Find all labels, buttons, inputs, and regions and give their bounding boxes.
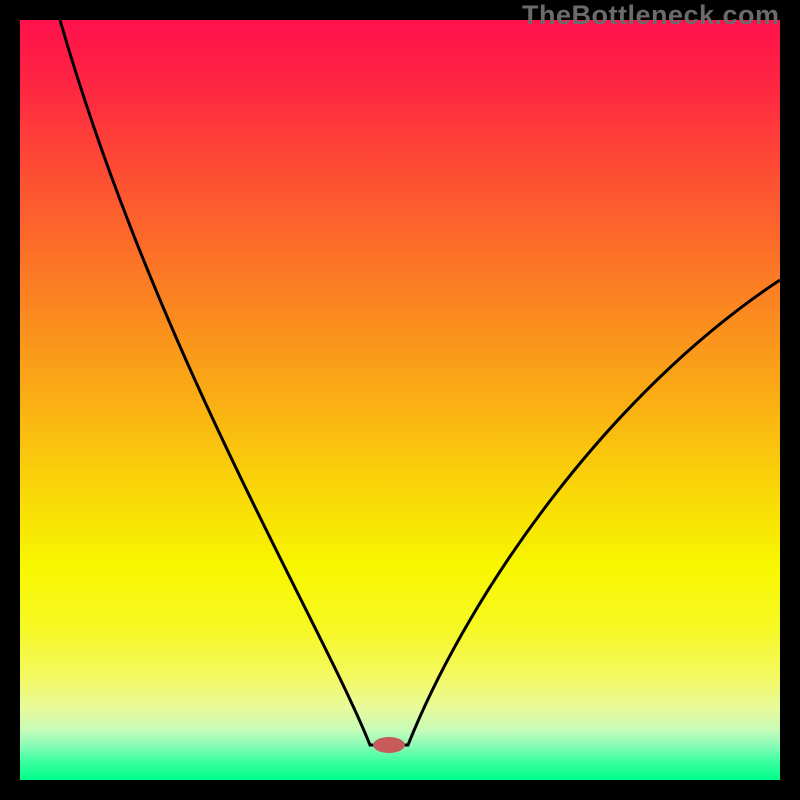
bottleneck-chart bbox=[0, 0, 800, 800]
watermark-text: TheBottleneck.com bbox=[522, 0, 780, 31]
optimal-point-marker bbox=[373, 737, 405, 753]
plot-background-gradient bbox=[20, 20, 780, 780]
